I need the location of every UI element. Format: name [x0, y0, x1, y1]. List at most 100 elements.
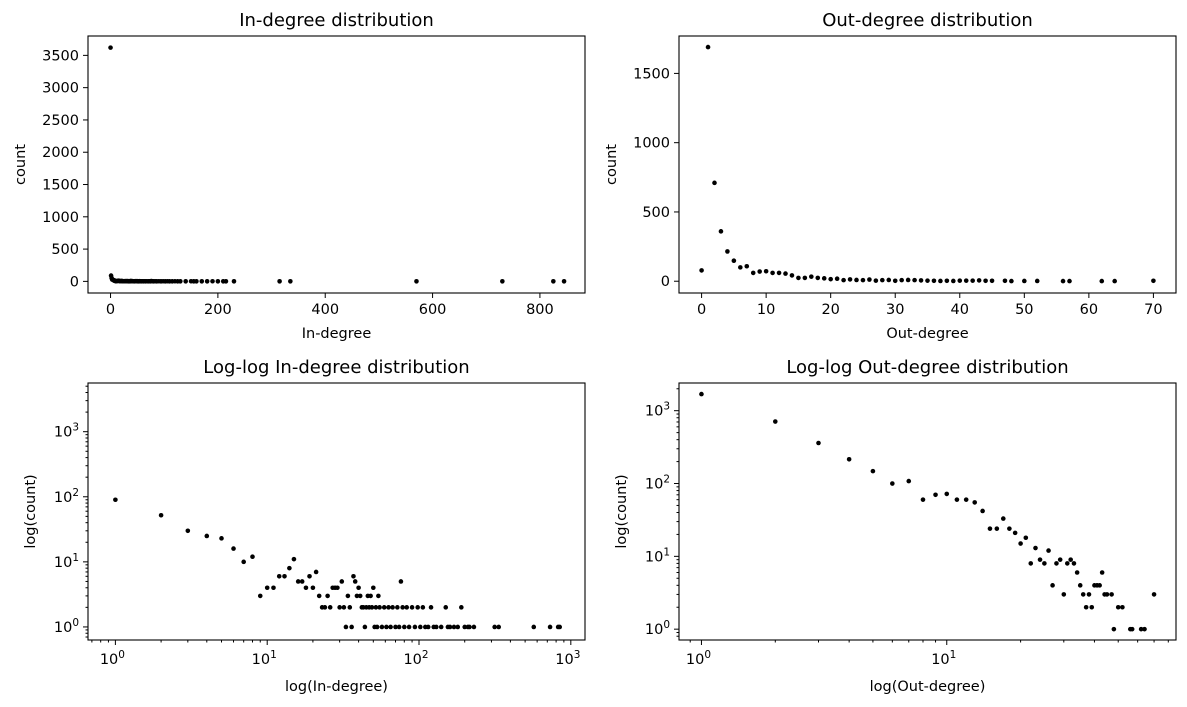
data-point — [712, 180, 717, 186]
panel-loglog-out-degree: Log-log Out-degree distribution log(Out-… — [614, 357, 1177, 695]
panel-loglog-in-degree: Log-log In-degree distribution log(In-de… — [23, 357, 586, 695]
y-tick-label: 1500 — [633, 66, 670, 82]
data-point — [1018, 541, 1023, 546]
data-point — [1037, 557, 1043, 562]
data-point — [395, 605, 400, 610]
data-point — [970, 278, 975, 283]
x-tick-label: 0 — [697, 302, 706, 318]
data-point — [846, 457, 852, 462]
data-point — [1042, 561, 1047, 566]
data-point — [834, 276, 840, 282]
data-point — [1068, 557, 1073, 562]
y-axis-label: count — [13, 144, 29, 185]
data-point — [108, 45, 113, 50]
data-point — [351, 573, 356, 579]
data-point — [1080, 592, 1086, 597]
data-point — [561, 279, 567, 284]
data-point — [547, 624, 553, 630]
ticks: 100 101 100 101 102 103 — [645, 388, 1169, 668]
x-tick-label: 70 — [1144, 302, 1162, 318]
y-tick-label: 100 — [54, 617, 79, 636]
data-point — [796, 275, 801, 281]
data-point — [386, 605, 391, 610]
data-point — [1033, 545, 1038, 551]
data-point — [1023, 535, 1029, 541]
data-point — [873, 278, 879, 283]
x-tick-label: 100 — [686, 649, 711, 668]
x-tick-label: 103 — [555, 649, 580, 668]
y-tick-label: 101 — [645, 546, 670, 565]
data-point — [1007, 526, 1012, 531]
data-point — [757, 269, 762, 274]
data-point — [347, 605, 353, 610]
data-point — [335, 585, 340, 591]
data-point — [899, 277, 904, 283]
data-point — [1057, 557, 1063, 562]
data-point — [886, 277, 892, 283]
data-point — [841, 277, 846, 283]
data-point — [492, 624, 497, 630]
data-point — [257, 593, 263, 599]
data-point — [1071, 561, 1077, 566]
data-point — [994, 526, 1000, 531]
data-point — [183, 279, 188, 284]
data-point — [451, 624, 457, 630]
data-point — [1034, 278, 1040, 284]
data-point — [113, 497, 118, 503]
y-axis-label: log(count) — [614, 474, 630, 548]
data-point — [362, 624, 368, 630]
data-point — [327, 605, 333, 610]
x-tick-label: 800 — [526, 302, 554, 318]
data-point — [194, 279, 199, 284]
data-point — [860, 277, 866, 283]
data-point — [250, 554, 255, 560]
data-point — [744, 263, 750, 269]
data-point — [349, 624, 354, 630]
x-tick-label: 30 — [886, 302, 904, 318]
x-tick-label: 40 — [951, 302, 969, 318]
data-point — [892, 278, 898, 284]
data-point — [890, 481, 895, 486]
data-point — [976, 278, 982, 283]
panel-out-degree: Out-degree distribution Out-degree count… — [604, 10, 1177, 342]
data-point — [418, 624, 423, 630]
data-point — [870, 468, 876, 474]
data-point — [931, 278, 937, 284]
data-point — [989, 278, 995, 284]
plot-frame — [87, 35, 586, 294]
data-point — [1046, 548, 1051, 553]
data-point — [1097, 583, 1102, 588]
data-point — [223, 279, 229, 284]
data-point — [938, 278, 943, 284]
data-point — [379, 624, 385, 630]
data-point — [287, 565, 292, 571]
data-point — [789, 273, 795, 278]
data-point — [368, 593, 373, 599]
data-point — [307, 573, 312, 579]
data-point — [1050, 583, 1055, 588]
x-tick-label: 600 — [419, 302, 447, 318]
data-point — [373, 605, 379, 610]
data-point — [963, 278, 969, 283]
data-point — [816, 440, 821, 446]
data-point — [531, 624, 537, 630]
y-tick-label: 101 — [54, 552, 79, 571]
data-point — [809, 274, 814, 279]
data-point — [409, 605, 415, 610]
chart-title: Out-degree distribution — [822, 10, 1033, 31]
data-point — [215, 279, 221, 284]
data-point — [1077, 583, 1083, 588]
data-point — [905, 277, 911, 283]
data-point — [204, 279, 210, 284]
data-point — [406, 624, 412, 630]
data-point — [1002, 278, 1008, 284]
data-points — [699, 44, 1156, 284]
x-tick-label: 20 — [821, 302, 839, 318]
x-tick-label: 200 — [204, 302, 232, 318]
y-tick-label: 500 — [642, 205, 670, 221]
data-point — [983, 278, 988, 284]
data-point — [390, 605, 395, 610]
data-point — [325, 593, 330, 599]
data-point — [393, 624, 398, 630]
data-point — [854, 277, 859, 283]
